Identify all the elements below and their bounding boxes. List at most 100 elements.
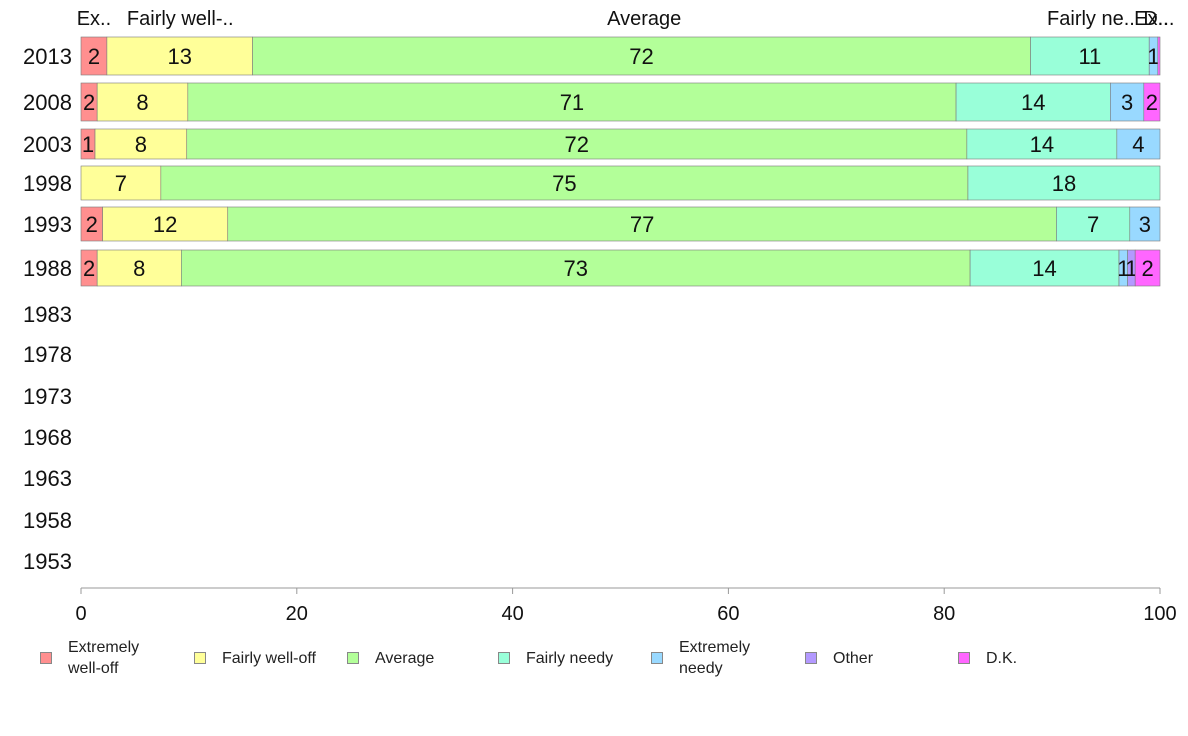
- bar-segment: [96, 249, 182, 287]
- x-tick-label: 100: [1143, 603, 1176, 625]
- legend-swatch: [958, 652, 970, 664]
- data-label: 72: [629, 44, 653, 69]
- bar-segment: [106, 36, 253, 76]
- segment-header-label: Average: [607, 8, 681, 30]
- legend-swatch: [347, 652, 359, 664]
- legend-label: Other: [833, 649, 874, 667]
- data-label: 1: [1117, 256, 1129, 281]
- category-label: 1993: [23, 212, 72, 237]
- bar-segment: [1110, 82, 1145, 122]
- category-label: 1968: [23, 425, 72, 450]
- bar-segment: [967, 165, 1161, 201]
- legend-label: Extremely needy: [679, 639, 751, 677]
- data-label: 1: [82, 132, 94, 157]
- data-label: 12: [153, 212, 177, 237]
- data-label: 2: [83, 256, 95, 281]
- segment-header-label: Ex..: [77, 8, 111, 30]
- data-label: 3: [1139, 212, 1151, 237]
- legend-swatch: [40, 652, 52, 664]
- data-label: 7: [1087, 212, 1099, 237]
- data-label: 8: [133, 256, 145, 281]
- data-label: 8: [136, 90, 148, 115]
- legend-label: D.K.: [986, 649, 1018, 667]
- bar-segment: [96, 82, 189, 122]
- category-label: 1998: [23, 171, 72, 196]
- data-label: 14: [1032, 256, 1056, 281]
- data-label: 3: [1121, 90, 1133, 115]
- data-label: 18: [1052, 171, 1076, 196]
- data-label: 13: [167, 44, 191, 69]
- bar-segment: [181, 249, 971, 287]
- category-label: 1983: [23, 302, 72, 327]
- data-label: 14: [1021, 90, 1045, 115]
- legend-item: Fairly needy: [498, 636, 613, 680]
- category-label: 2013: [23, 44, 72, 69]
- legend-swatch: [498, 652, 510, 664]
- bar-segment: [966, 128, 1118, 160]
- category-label: 1963: [23, 466, 72, 491]
- legend-item: Fairly well-off: [194, 636, 316, 680]
- bar-segment: [1056, 206, 1131, 242]
- bar-segment: [1134, 249, 1161, 287]
- category-label: 1958: [23, 508, 72, 533]
- data-label: 11: [1078, 44, 1101, 69]
- data-label: 71: [560, 90, 584, 115]
- x-tick-label: 20: [286, 603, 308, 625]
- legend-swatch: [805, 652, 817, 664]
- data-label: 2: [1146, 90, 1158, 115]
- bar-segment: [1129, 206, 1161, 242]
- data-label: 75: [552, 171, 576, 196]
- category-label: 1988: [23, 256, 72, 281]
- legend-swatch: [194, 652, 206, 664]
- data-label: 72: [565, 132, 589, 157]
- bar-segment: [80, 36, 108, 76]
- bar-segment: [252, 36, 1031, 76]
- category-label: 2003: [23, 132, 72, 157]
- bar-segment: [227, 206, 1057, 242]
- bar-segment: [1157, 36, 1161, 76]
- legend-item: Other: [805, 636, 873, 680]
- data-label: 4: [1132, 132, 1144, 157]
- x-tick-label: 0: [75, 603, 86, 625]
- legend-item: D.K.: [958, 636, 1017, 680]
- segment-header-label: Ex..: [1134, 8, 1168, 30]
- data-label: 7: [115, 171, 127, 196]
- data-label: 14: [1030, 132, 1054, 157]
- segment-header-label: D...: [1143, 8, 1174, 30]
- category-label: 1978: [23, 342, 72, 367]
- bar-segment: [1143, 82, 1161, 122]
- legend-label: Fairly needy: [526, 649, 614, 667]
- bar-segment: [1116, 128, 1161, 160]
- legend-label: Extremely well-off: [68, 639, 140, 677]
- data-label: 2: [83, 90, 95, 115]
- segment-header-label: Fairly well-..: [127, 8, 234, 30]
- segment-header-label: Fairly ne..: [1047, 8, 1135, 30]
- bar-segment: [955, 82, 1111, 122]
- data-label: 1: [1147, 44, 1159, 69]
- data-label: 8: [135, 132, 147, 157]
- legend-item: Average: [347, 636, 434, 680]
- x-tick-label: 40: [501, 603, 523, 625]
- chart-legend: Extremely well-off Fairly well-off Average F…: [0, 636, 1188, 686]
- bar-segment: [80, 165, 162, 201]
- x-tick-label: 60: [717, 603, 739, 625]
- legend-label: Average: [375, 649, 435, 667]
- data-label: 1: [1125, 256, 1137, 281]
- legend-item: Extremely well-off: [40, 636, 139, 680]
- category-label: 1973: [23, 384, 72, 409]
- data-label: 73: [563, 256, 587, 281]
- bar-segment: [187, 82, 957, 122]
- category-label: 2008: [23, 90, 72, 115]
- legend-label: Fairly well-off: [222, 649, 316, 667]
- legend-item: Extremely needy: [651, 636, 750, 680]
- x-tick-label: 80: [933, 603, 955, 625]
- bar-segment: [1030, 36, 1150, 76]
- data-label: 2: [88, 44, 100, 69]
- data-label: 2: [1141, 256, 1153, 281]
- category-label: 1953: [23, 549, 72, 574]
- bar-segment: [969, 249, 1120, 287]
- data-label: 77: [630, 212, 654, 237]
- data-label: 2: [86, 212, 98, 237]
- legend-swatch: [651, 652, 663, 664]
